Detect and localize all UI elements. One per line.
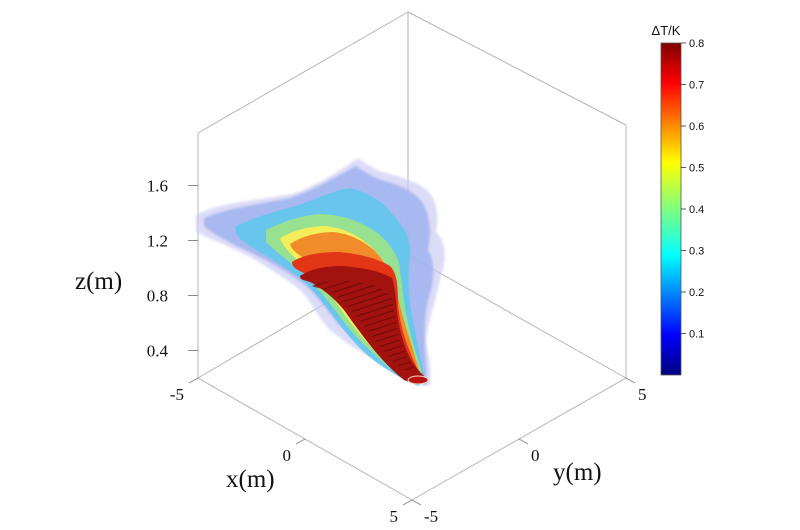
box-edge bbox=[407, 254, 627, 379]
box-edge bbox=[407, 11, 627, 126]
plume-source bbox=[407, 375, 429, 385]
x-tick-label: 5 bbox=[390, 507, 399, 526]
y-axis-label: y(m) bbox=[553, 459, 602, 486]
colorbar-gradient bbox=[660, 42, 682, 376]
x-tick-mark bbox=[188, 377, 199, 384]
y-tick-mark bbox=[411, 499, 422, 506]
y-tick-mark bbox=[625, 377, 636, 384]
colorbar: ΔT/K 0.1 0.2 0.3 0.4 0.5 0.6 0.7 0.8 bbox=[652, 23, 704, 376]
z-tick-label: 0.8 bbox=[147, 287, 168, 306]
z-axis-label: z(m) bbox=[75, 268, 122, 295]
x-tick-label: 0 bbox=[283, 446, 292, 465]
z-tick-label: 0.4 bbox=[147, 342, 169, 361]
colorbar-tick-label: 0.8 bbox=[689, 38, 704, 50]
colorbar-tick-label: 0.5 bbox=[689, 163, 704, 175]
box-edge bbox=[197, 11, 409, 134]
y-tick-label: 5 bbox=[638, 385, 647, 404]
axis-ticks: 0.4 0.8 1.2 1.6 -5 0 5 -5 0 5 bbox=[147, 177, 647, 527]
x-tick-label: -5 bbox=[170, 385, 184, 404]
x-axis-label: x(m) bbox=[226, 466, 275, 493]
x-tick-mark bbox=[295, 438, 306, 445]
z-tick-label: 1.6 bbox=[147, 177, 168, 196]
colorbar-tick-label: 0.2 bbox=[689, 287, 704, 299]
colorbar-tick-label: 0.4 bbox=[689, 204, 704, 216]
colorbar-tick-label: 0.1 bbox=[689, 329, 704, 341]
colorbar-ticks: 0.1 0.2 0.3 0.4 0.5 0.6 0.7 0.8 bbox=[681, 38, 704, 341]
y-tick-label: 0 bbox=[531, 446, 540, 465]
y-tick-mark bbox=[518, 438, 529, 445]
colorbar-tick-label: 0.3 bbox=[689, 246, 704, 258]
y-tick-label: -5 bbox=[424, 507, 438, 526]
colorbar-tick-label: 0.6 bbox=[689, 121, 704, 133]
plume-core-texture bbox=[312, 280, 416, 372]
plume-isosurfaces bbox=[196, 158, 445, 386]
x-tick-mark bbox=[402, 499, 413, 506]
colorbar-tick-label: 0.7 bbox=[689, 80, 704, 92]
z-tick-label: 1.2 bbox=[147, 232, 168, 251]
colorbar-title: ΔT/K bbox=[652, 23, 681, 38]
axes-box bbox=[197, 11, 627, 501]
